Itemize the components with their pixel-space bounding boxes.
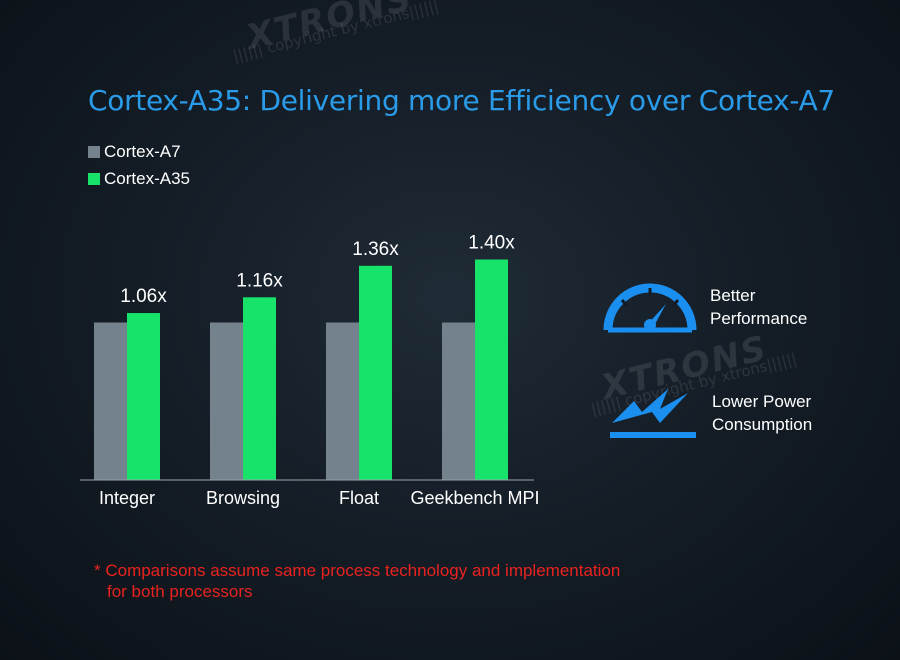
feature-better-performance: Better Performance [602,280,860,334]
bar-cortex-a7-integer [94,322,127,480]
x-tick-label-geekbench-mpi: Geekbench MPI [410,488,539,508]
bar-cortex-a7-float [326,322,359,480]
bar-cortex-a35-browsing [243,297,276,480]
data-label-geekbench-mpi: 1.40x [468,233,515,254]
feature-lower-power: Lower Power Consumption [608,385,862,440]
legend-label-cortex-a7: Cortex-A7 [104,142,181,161]
x-tick-label-browsing: Browsing [206,488,280,508]
bar-cortex-a35-float [359,265,392,480]
speedometer-icon [602,280,698,334]
bar-cortex-a7-browsing [210,322,243,480]
legend-swatch-cortex-a35 [88,173,100,185]
legend-item-cortex-a7: Cortex-A7 [88,142,181,162]
feature-line: Consumption [712,414,813,434]
bar-cortex-a35-integer [127,313,160,480]
page-title: Cortex-A35: Delivering more Efficiency o… [88,84,835,117]
footnote-line-1: * Comparisons assume same process techno… [94,561,621,580]
x-tick-label-float: Float [339,488,379,508]
legend-swatch-cortex-a7 [88,146,100,158]
bar-cortex-a7-geekbench-mpi [442,322,475,480]
feature-line: Better [710,286,756,305]
data-label-browsing: 1.16x [236,270,283,291]
feature-line: Lower Power [712,391,812,411]
legend-item-cortex-a35: Cortex-A35 [88,169,190,189]
data-label-float: 1.36x [352,239,399,260]
x-tick-label-integer: Integer [99,488,155,508]
feature-text-lower-power: Lower Power Consumption [712,390,862,436]
feature-text-better-performance: Better Performance [710,284,860,330]
bar-cortex-a35-geekbench-mpi [475,259,508,480]
data-label-integer: 1.06x [120,286,167,307]
footnote: * Comparisons assume same process techno… [94,560,714,602]
feature-line: Performance [710,309,808,328]
legend-label-cortex-a35: Cortex-A35 [104,169,190,188]
lightning-bolt-icon [608,385,700,440]
footnote-line-2: for both processors [107,582,253,601]
